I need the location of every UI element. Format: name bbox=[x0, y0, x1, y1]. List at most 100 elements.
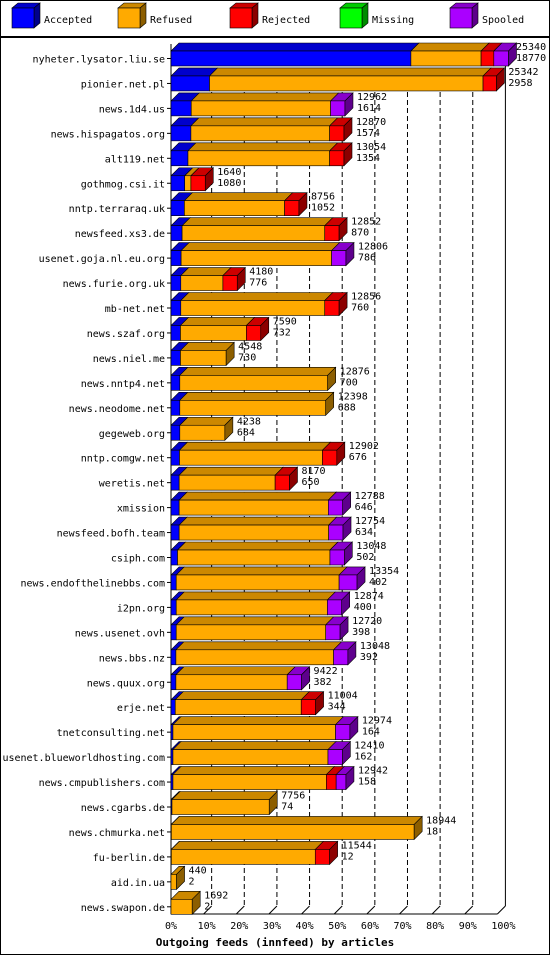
offered-label: 4548 bbox=[238, 341, 262, 352]
category-label: i2pn.org bbox=[117, 603, 165, 614]
offered-label: 13048 bbox=[356, 541, 386, 552]
bar-segment-spooled bbox=[327, 749, 343, 765]
bar-segment-refused bbox=[187, 150, 330, 167]
bar-segment-rejected bbox=[274, 474, 290, 491]
x-tick-label: 10% bbox=[198, 921, 216, 932]
bar-segment-refused bbox=[190, 100, 331, 117]
offered-label: 12410 bbox=[354, 741, 384, 752]
bar-segment-rejected bbox=[246, 325, 262, 341]
offered-label: 4180 bbox=[249, 267, 273, 278]
accepted-label: 392 bbox=[360, 652, 378, 663]
accepted-label: 1080 bbox=[217, 178, 241, 189]
category-label: usenet.goja.nl.eu.org bbox=[39, 254, 165, 265]
x-tick-label: 80% bbox=[426, 921, 444, 932]
bar-segment-spooled bbox=[328, 499, 343, 516]
bar-segment-top bbox=[178, 491, 338, 501]
grid-diagonal bbox=[431, 905, 441, 915]
offered-label: 7590 bbox=[273, 316, 297, 327]
accepted-label: 2 bbox=[189, 876, 195, 887]
category-label: news.bbs.nz bbox=[99, 653, 165, 664]
accepted-label: 400 bbox=[354, 602, 372, 613]
bar-segment-side bbox=[325, 391, 335, 417]
bar-segment-refused bbox=[180, 300, 326, 316]
accepted-label: 18770 bbox=[516, 53, 546, 64]
bar-segment-side bbox=[342, 491, 351, 516]
offered-label: 25342 bbox=[508, 67, 538, 78]
bar-segment-refused bbox=[410, 50, 482, 67]
bar-segment-top bbox=[179, 416, 234, 426]
bar-segment-refused bbox=[174, 699, 302, 716]
offered-label: 25340 bbox=[516, 42, 546, 53]
legend-swatch-face bbox=[339, 7, 363, 29]
bar-segment-side bbox=[413, 815, 423, 841]
bar-segment-top bbox=[172, 741, 337, 750]
accepted-label: 646 bbox=[355, 502, 373, 513]
bar-segment-refused bbox=[179, 375, 328, 391]
bar-segment-accepted bbox=[170, 350, 181, 366]
bar-segment-spooled bbox=[331, 250, 347, 266]
bar-segment-refused bbox=[178, 499, 329, 516]
x-axis: 0% 10% 20% 30% 40% 50% 60% 70% 80% 90% 100% bbox=[165, 921, 515, 932]
bar-segment-accepted bbox=[170, 674, 177, 691]
category-label: news.szaf.org bbox=[87, 329, 165, 340]
accepted-label: 786 bbox=[358, 253, 376, 264]
legend-swatch-face bbox=[11, 7, 35, 29]
bar-segment-rejected bbox=[329, 125, 345, 142]
offered-label: 13354 bbox=[369, 566, 399, 577]
accepted-label: 162 bbox=[354, 752, 372, 763]
bar-segment-top bbox=[176, 541, 339, 551]
category-label: news.nntp4.net bbox=[81, 379, 165, 390]
bar-segment-side bbox=[343, 142, 353, 167]
bar-segment-top bbox=[178, 466, 284, 476]
bar-segment-side bbox=[236, 266, 246, 292]
bar-segment-accepted bbox=[170, 300, 182, 316]
bar-segment-refused bbox=[179, 399, 327, 416]
accepted-label: 684 bbox=[237, 427, 255, 438]
bar-segment-spooled bbox=[338, 574, 358, 591]
bar-segment-side bbox=[341, 591, 351, 616]
category-label: nntp.terraraq.uk bbox=[69, 204, 165, 215]
category-label: news.niel.me bbox=[93, 354, 165, 365]
bar-segment-side bbox=[224, 416, 234, 441]
bar-segment-rejected bbox=[324, 300, 340, 316]
bar-segment-accepted bbox=[170, 474, 180, 491]
bar-segment-refused bbox=[184, 175, 192, 192]
bar-segment-refused bbox=[170, 874, 177, 890]
bar-segment-rejected bbox=[284, 200, 300, 216]
grid-diagonal bbox=[366, 905, 376, 915]
bar-segment-side bbox=[336, 441, 346, 466]
category-label: fu-berlin.de bbox=[93, 853, 165, 864]
grid-diagonal bbox=[235, 905, 245, 915]
bar-segment-top bbox=[178, 441, 332, 451]
bar-segment-refused bbox=[175, 649, 334, 666]
bar-segment-top bbox=[180, 242, 341, 251]
bar-segment-rejected bbox=[326, 774, 337, 790]
grid-diagonal bbox=[464, 905, 474, 915]
bar-segment-refused bbox=[175, 599, 328, 616]
x-tick-label: 100% bbox=[491, 921, 515, 932]
bar-segment-side bbox=[347, 641, 357, 666]
bar-segment-refused bbox=[172, 749, 329, 765]
accepted-label: 760 bbox=[351, 303, 369, 314]
category-label: news.hispagatos.org bbox=[51, 129, 165, 140]
category-label: usenet.blueworldhosting.com bbox=[2, 753, 165, 764]
bar-segment-top bbox=[181, 217, 334, 226]
x-tick-label: 30% bbox=[263, 921, 281, 932]
category-label: news.neodome.net bbox=[69, 404, 165, 415]
offered-label: 12788 bbox=[355, 491, 385, 502]
bar-segment-rejected bbox=[300, 699, 316, 716]
category-label: news.swapon.de bbox=[81, 903, 165, 914]
bar-segment-top bbox=[178, 516, 338, 526]
bar-segment-top bbox=[179, 342, 235, 351]
bar-segment-spooled bbox=[333, 649, 349, 666]
bar-segment-side bbox=[349, 715, 359, 741]
bar-segment-side bbox=[345, 765, 355, 791]
category-label: erje.net bbox=[117, 703, 165, 714]
bar-segment-rejected bbox=[480, 50, 495, 67]
accepted-label: 164 bbox=[362, 727, 380, 738]
offered-label: 18944 bbox=[426, 815, 456, 826]
bar-segment-refused bbox=[177, 549, 331, 566]
x-tick-label: 50% bbox=[328, 921, 346, 932]
legend-label-accepted: Accepted bbox=[44, 15, 92, 26]
offered-label: 11004 bbox=[328, 691, 358, 702]
